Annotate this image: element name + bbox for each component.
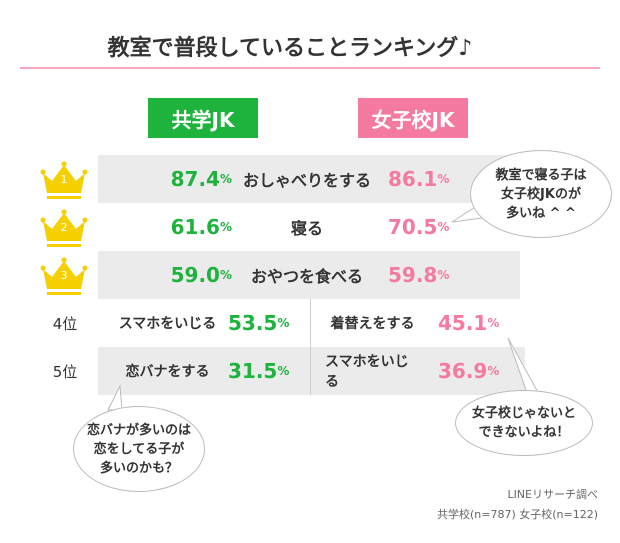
girls-value-number: 59.8 (388, 263, 438, 287)
activity-label-text: おやつを食べる (250, 267, 363, 286)
title-underline (20, 67, 600, 69)
coed-value-percent: % (277, 316, 290, 330)
comment-bubble-changing: 女子校じゃないと できないよね！ (455, 390, 593, 456)
crown-rank: 2 (60, 221, 68, 234)
coed-value-percent: % (219, 220, 232, 234)
source-note: LINEリサーチ調べ (507, 488, 598, 501)
comment-bubble-sleep: 教室で寝る子は 女子校JKのが 多いね ^ ^ (470, 150, 612, 238)
girls-value-number: 36.9 (438, 359, 488, 383)
bubble-line: 女子校じゃないと (471, 406, 576, 421)
chart-title: 教室で普段していることランキング♪ (107, 36, 473, 61)
girls-value: 36.9% (438, 347, 508, 395)
rank-label: 5位 (40, 347, 90, 395)
activity-label: 寝る (232, 203, 382, 251)
coed-value-percent: % (277, 364, 290, 378)
coed-value: 31.5% (228, 347, 290, 395)
girls-activity-text: スマホをいじる (325, 354, 409, 390)
coed-value-number: 87.4 (170, 167, 220, 191)
coed-value: 87.4% (120, 155, 232, 203)
legend-coed: 共学JK (148, 98, 258, 138)
bubble-line: 恋をしてる子が (93, 441, 185, 457)
activity-label: おしゃべりをする (232, 155, 382, 203)
girls-value: 70.5% (388, 203, 468, 251)
girls-activity: スマホをいじる (325, 347, 420, 395)
coed-value-number: 61.6 (170, 215, 220, 239)
coed-activity-text: スマホをいじる (118, 316, 217, 332)
bubble-line: 女子校JKのが (501, 186, 581, 202)
crown-icon: 3 (40, 255, 88, 297)
girls-value-number: 45.1 (438, 311, 488, 335)
rank-label-text: 5位 (52, 362, 78, 381)
bubble-line: できないよね！ (478, 425, 570, 440)
coed-activity-text: 恋バナをする (125, 364, 210, 380)
row-bg-5 (98, 347, 525, 395)
coed-value-percent: % (219, 172, 232, 186)
bubble-line: 多いのかも？ (99, 460, 178, 476)
rank-label-text: 4位 (52, 314, 78, 333)
coed-activity: スマホをいじる (110, 299, 225, 347)
girls-value: 45.1% (438, 299, 508, 347)
row-bg-1 (98, 155, 518, 203)
girls-value-number: 70.5 (388, 215, 438, 239)
crown-icon: 2 (40, 207, 88, 249)
coed-value: 53.5% (228, 299, 290, 347)
coed-value: 59.0% (120, 251, 232, 299)
bubble-line: 教室で寝る子は (495, 167, 587, 183)
girls-value-percent: % (437, 172, 450, 186)
activity-label: おやつを食べる (232, 251, 382, 299)
crown-rank: 3 (60, 269, 68, 282)
crown-rank: 1 (60, 173, 68, 186)
crown-icon: 1 (40, 159, 88, 201)
column-divider (310, 299, 311, 395)
girls-value-percent: % (487, 316, 500, 330)
bubble-line: 恋バナが多いのは (86, 422, 191, 438)
activity-label-text: 寝る (290, 219, 323, 238)
girls-activity: 着替えをする (325, 299, 420, 347)
bubble-line: 多いね ^ ^ (506, 205, 576, 221)
coed-activity: 恋バナをする (110, 347, 225, 395)
girls-value-percent: % (437, 220, 450, 234)
rank-label: 4位 (40, 299, 90, 347)
coed-value-percent: % (219, 268, 232, 282)
girls-value: 59.8% (388, 251, 468, 299)
row-bg-3 (98, 251, 520, 299)
sample-note: 共学校(n=787) 女子校(n=122) (436, 508, 598, 521)
girls-value-number: 86.1 (388, 167, 438, 191)
girls-value-percent: % (437, 268, 450, 282)
girls-activity-text: 着替えをする (330, 316, 415, 332)
girls-value-percent: % (487, 364, 500, 378)
legend-girls: 女子校JK (358, 98, 468, 138)
coed-value-number: 31.5 (228, 359, 278, 383)
coed-value-number: 59.0 (170, 263, 220, 287)
comment-bubble-koibana: 恋バナが多いのは 恋をしてる子が 多いのかも？ (73, 406, 205, 492)
coed-value: 61.6% (120, 203, 232, 251)
girls-value: 86.1% (388, 155, 468, 203)
coed-value-number: 53.5 (228, 311, 278, 335)
activity-label-text: おしゃべりをする (242, 171, 371, 190)
